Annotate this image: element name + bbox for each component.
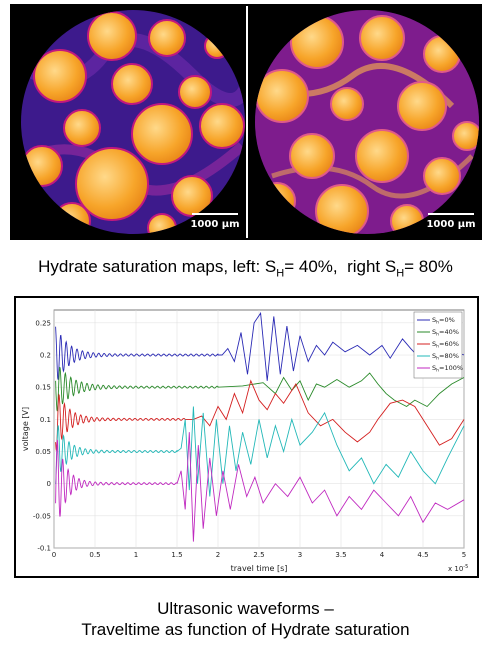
maps-caption-sub1: H — [276, 267, 285, 280]
ticks: 0 0.5 1 1.5 2 2.5 3 3.5 4 4.5 5 -0.1 -0.05 0 0.05 0.1 0.… — [33, 319, 466, 559]
scalebar-left-label: 1000 µm — [190, 219, 239, 230]
x-exponent: x 10-5 — [448, 564, 468, 573]
x-tick-label: 5 — [462, 551, 466, 559]
y-tick-label: 0.05 — [35, 448, 51, 456]
waveform-caption-line2: Traveltime as function of Hydrate satura… — [81, 620, 410, 639]
left-saturation-map — [21, 10, 245, 234]
x-tick-label: 3.5 — [335, 551, 346, 559]
legend-entry: Sh=80% — [432, 352, 459, 362]
x-tick-label: 2 — [216, 551, 220, 559]
legend-entry: Sh=60% — [432, 340, 459, 350]
legend: Sh=0% Sh=40% Sh=60% Sh=80% Sh=100% — [413, 311, 463, 379]
y-tick-label: 0.15 — [35, 384, 51, 392]
y-axis-label: voltage [V] — [21, 407, 30, 451]
maps-caption: Hydrate saturation maps, left: SH= 40%, … — [0, 256, 491, 284]
series-line-1 — [55, 311, 465, 381]
x-tick-label: 0.5 — [89, 551, 100, 559]
y-tick-label: 0 — [47, 480, 51, 488]
x-tick-label: 3 — [298, 551, 302, 559]
x-tick-label: 4.5 — [417, 551, 428, 559]
x-tick-label: 0 — [52, 551, 56, 559]
y-tick-label: 0.1 — [40, 416, 51, 424]
legend-entry: Sh=0% — [432, 316, 455, 326]
scalebar-left-bar — [192, 213, 238, 215]
series-line-4 — [55, 406, 465, 497]
waveform-caption-line1: Ultrasonic waveforms – — [157, 599, 334, 618]
x-exponent-power: -5 — [463, 564, 468, 570]
scalebar-right-label: 1000 µm — [426, 219, 475, 230]
x-tick-label: 4 — [380, 551, 385, 559]
x-tick-label: 1 — [134, 551, 138, 559]
legend-entry: Sh=40% — [432, 328, 459, 338]
y-tick-label: -0.05 — [33, 512, 51, 520]
maps-caption-suffix: = 80% — [404, 257, 453, 276]
x-tick-label: 1.5 — [171, 551, 182, 559]
x-exponent-base: x 10 — [448, 565, 463, 573]
series-line-5 — [55, 432, 465, 542]
series-layer — [55, 311, 465, 542]
x-tick-label: 2.5 — [253, 551, 264, 559]
series-line-3 — [55, 379, 465, 451]
chart-svg: 0 0.5 1 1.5 2 2.5 3 3.5 4 4.5 5 -0.1 -0.05 0 0.05 0.1 0.… — [21, 309, 468, 573]
x-axis-label: travel time [s] — [231, 564, 288, 573]
maps-caption-sub2: H — [396, 267, 405, 280]
maps-caption-mid: = 40%, right S — [284, 257, 397, 276]
y-tick-label: 0.25 — [35, 319, 51, 327]
map-divider — [246, 6, 248, 238]
scalebar-right-bar — [428, 213, 474, 215]
maps-caption-prefix: Hydrate saturation maps, left: S — [38, 257, 277, 276]
waveform-caption: Ultrasonic waveforms – Traveltime as fun… — [0, 598, 491, 640]
maps-svg: 1000 µm 1000 µm — [12, 6, 480, 238]
y-tick-label: 0.2 — [40, 352, 51, 360]
ultrasonic-waveform-chart: 0 0.5 1 1.5 2 2.5 3 3.5 4 4.5 5 -0.1 -0.05 0 0.05 0.1 0.… — [14, 296, 479, 578]
hydrate-saturation-maps: 1000 µm 1000 µm — [10, 4, 482, 240]
right-saturation-map — [255, 10, 479, 234]
y-tick-label: -0.1 — [37, 545, 51, 553]
series-line-2 — [55, 366, 465, 412]
legend-box — [413, 311, 463, 379]
legend-entry: Sh=100% — [432, 364, 463, 374]
